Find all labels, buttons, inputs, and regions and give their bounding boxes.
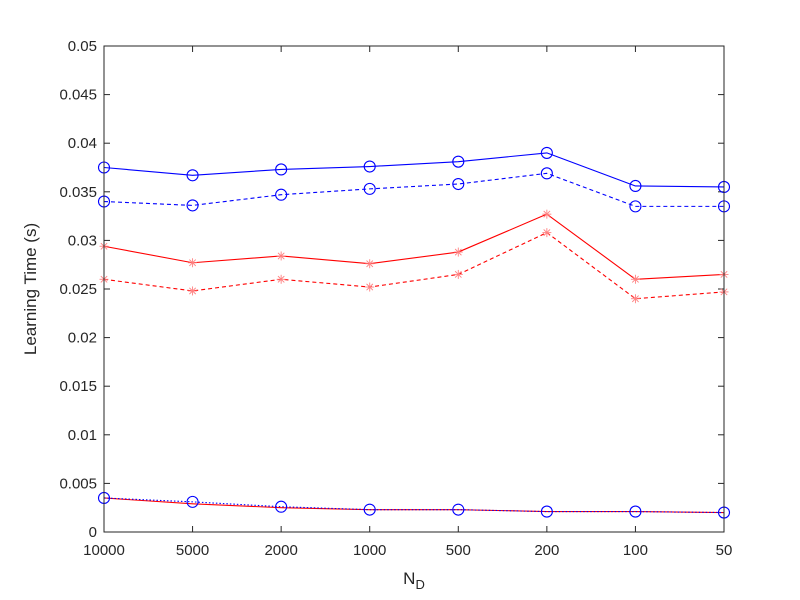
- x-tick-label: 200: [534, 542, 559, 559]
- y-tick-label: 0.005: [59, 475, 97, 492]
- y-tick-label: 0.035: [59, 184, 97, 201]
- plot-area-frame: [103, 45, 725, 533]
- data-point-circle: [540, 167, 553, 180]
- x-axis-ticks: 10000 5000 2000 1000 500 200 100 50: [83, 46, 732, 559]
- y-tick-label: 0.04: [68, 135, 97, 152]
- data-point-asterisk: [365, 282, 375, 292]
- series-2: [97, 167, 731, 213]
- y-tick-label: 0.01: [68, 427, 97, 444]
- x-tick-label: 10000: [83, 542, 125, 559]
- y-axis-label: Learning Time (s): [21, 223, 40, 355]
- x-axis-label-subscript: D: [415, 577, 424, 592]
- data-point-circle: [363, 182, 376, 195]
- data-point-asterisk: [365, 259, 375, 269]
- data-point-asterisk: [630, 294, 640, 304]
- y-tick-label: 0.02: [68, 330, 97, 347]
- data-point-circle: [275, 163, 288, 176]
- x-tick-label: 50: [716, 542, 733, 559]
- series-5: [103, 497, 725, 514]
- data-point-circle: [540, 505, 553, 518]
- data-point-circle: [629, 200, 642, 213]
- data-point-asterisk: [453, 269, 463, 279]
- data-point-circle: [275, 188, 288, 201]
- y-axis-ticks: 0 0.005 0.01 0.015 0.02 0.025 0.03 0.035 0.04 0.0…: [59, 38, 724, 541]
- x-axis-label-main: N: [403, 569, 415, 588]
- data-point-circle: [275, 500, 288, 513]
- series-3: [99, 209, 729, 284]
- series-line: [103, 213, 725, 280]
- data-point-circle: [452, 155, 465, 168]
- data-point-circle: [629, 505, 642, 518]
- y-tick-label: 0.03: [68, 232, 97, 249]
- y-tick-label: 0.015: [59, 378, 97, 395]
- x-tick-label: 100: [623, 542, 648, 559]
- series-4: [99, 228, 729, 304]
- series-line: [103, 232, 725, 300]
- series-layer: [97, 146, 731, 519]
- data-point-asterisk: [276, 274, 286, 284]
- data-point-circle: [186, 495, 199, 508]
- y-tick-label: 0: [89, 524, 97, 541]
- x-tick-label: 1000: [353, 542, 386, 559]
- data-point-asterisk: [188, 286, 198, 296]
- y-tick-label: 0.025: [59, 281, 97, 298]
- data-point-asterisk: [276, 251, 286, 261]
- data-point-circle: [363, 160, 376, 173]
- data-point-circle: [363, 503, 376, 516]
- data-point-circle: [186, 169, 199, 182]
- x-tick-label: 5000: [176, 542, 209, 559]
- data-point-circle: [629, 179, 642, 193]
- data-point-circle: [452, 503, 465, 516]
- x-tick-label: 500: [446, 542, 471, 559]
- y-tick-label: 0.045: [59, 87, 97, 104]
- data-point-circle: [452, 177, 465, 191]
- data-point-asterisk: [542, 228, 552, 238]
- data-point-asterisk: [542, 209, 552, 219]
- data-point-asterisk: [630, 274, 640, 284]
- data-point-circle: [540, 146, 553, 159]
- data-point-asterisk: [188, 258, 198, 268]
- series-6: [97, 491, 731, 519]
- y-tick-label: 0.05: [68, 38, 97, 55]
- series-line: [103, 152, 725, 188]
- data-point-circle: [186, 199, 199, 212]
- x-tick-label: 2000: [264, 542, 297, 559]
- series-1: [97, 146, 731, 193]
- series-line: [103, 172, 724, 207]
- series-line: [103, 497, 725, 514]
- x-axis-label: ND: [403, 569, 425, 592]
- data-point-asterisk: [453, 247, 463, 257]
